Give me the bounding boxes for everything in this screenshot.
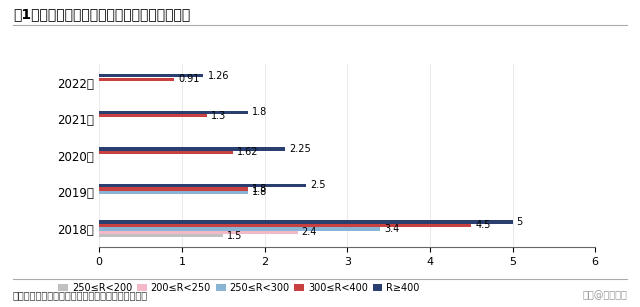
Text: 2.4: 2.4 <box>301 227 317 237</box>
Text: 资料来源：工信部，兴业证券经济与金融研究院整理: 资料来源：工信部，兴业证券经济与金融研究院整理 <box>13 290 148 300</box>
Bar <box>99 224 471 227</box>
Text: 1.8: 1.8 <box>252 107 268 117</box>
Text: 1.3: 1.3 <box>211 111 226 121</box>
Bar <box>99 74 204 77</box>
Text: 0.91: 0.91 <box>179 74 200 84</box>
Legend: 250≤R<200, 200≤R<250, 250≤R<300, 300≤R<400, R≥400: 250≤R<200, 200≤R<250, 250≤R<300, 300≤R<4… <box>54 279 424 297</box>
Bar <box>99 227 380 231</box>
Bar <box>99 151 233 154</box>
Text: 1.62: 1.62 <box>237 147 259 157</box>
Text: 头条@未来智库: 头条@未来智库 <box>582 290 627 300</box>
Bar <box>99 191 248 194</box>
Bar <box>99 231 298 234</box>
Text: 1.8: 1.8 <box>252 187 268 197</box>
Text: 2.5: 2.5 <box>310 181 326 190</box>
Bar <box>99 187 248 191</box>
Text: 1.5: 1.5 <box>227 231 243 241</box>
Text: 5: 5 <box>516 217 523 227</box>
Text: 1.26: 1.26 <box>207 71 229 81</box>
Bar <box>99 220 513 223</box>
Text: 图1、纯电动乘用车补贴标准逐年下降（万元）: 图1、纯电动乘用车补贴标准逐年下降（万元） <box>13 8 190 22</box>
Text: 4.5: 4.5 <box>476 220 491 230</box>
Bar <box>99 147 285 150</box>
Bar <box>99 234 223 237</box>
Bar <box>99 184 306 187</box>
Bar <box>99 78 175 81</box>
Bar <box>99 114 207 118</box>
Bar <box>99 111 248 114</box>
Text: 3.4: 3.4 <box>385 224 399 234</box>
Text: 2.25: 2.25 <box>289 144 311 154</box>
Text: 1.8: 1.8 <box>252 184 268 194</box>
